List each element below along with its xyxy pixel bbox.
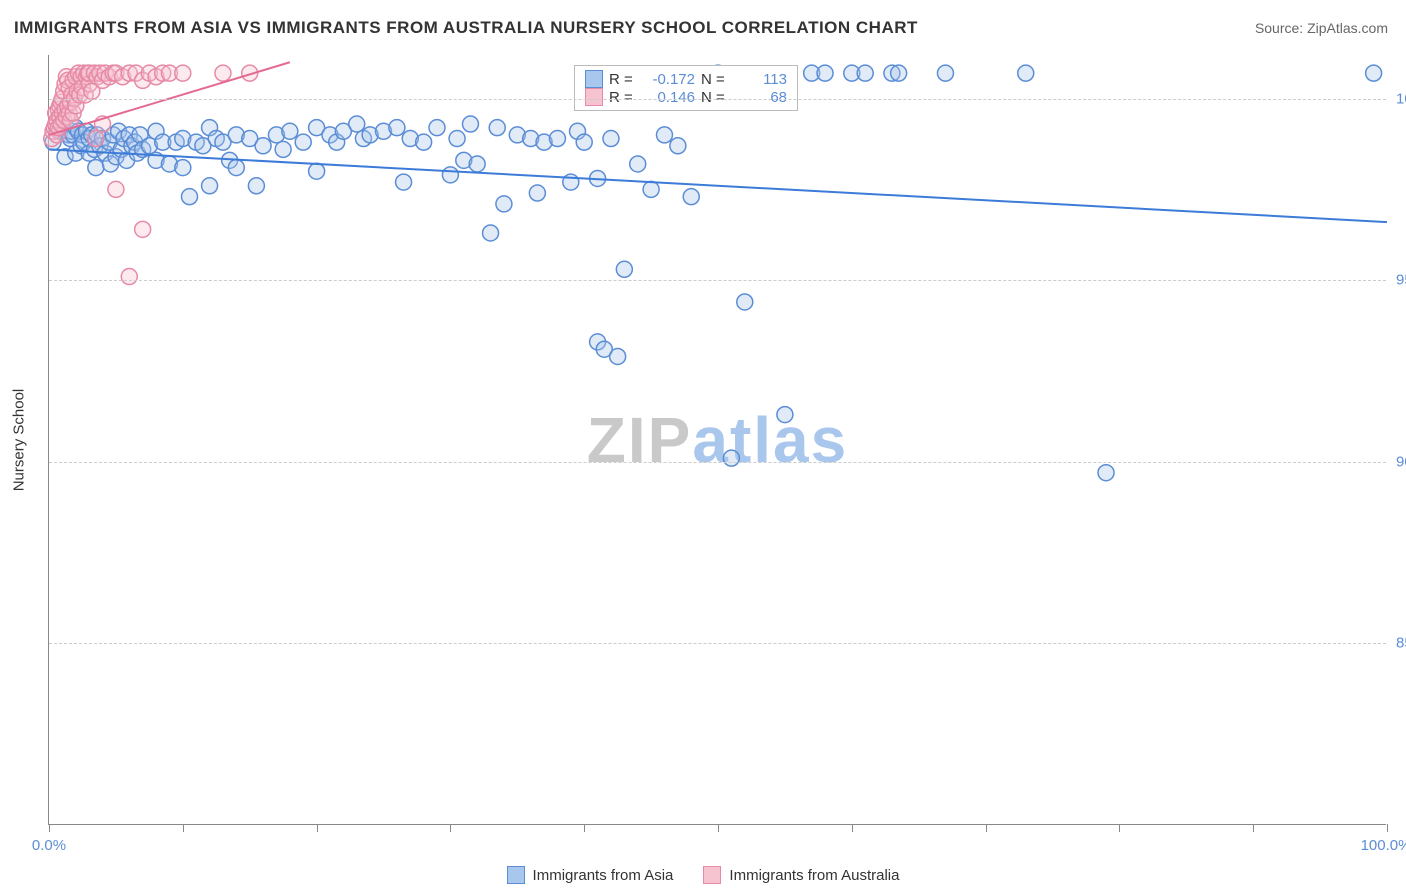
x-tick xyxy=(986,824,987,832)
chart-title: IMMIGRANTS FROM ASIA VS IMMIGRANTS FROM … xyxy=(14,18,918,38)
data-point xyxy=(442,167,458,183)
data-point xyxy=(610,348,626,364)
x-tick xyxy=(183,824,184,832)
x-tick xyxy=(450,824,451,832)
data-point xyxy=(630,156,646,172)
x-tick xyxy=(317,824,318,832)
gridline-horizontal xyxy=(49,462,1386,463)
swatch-series-1 xyxy=(585,70,603,88)
legend-swatch-series-1 xyxy=(507,866,525,884)
gridline-horizontal xyxy=(49,280,1386,281)
stats-row-series-2: R = 0.146 N = 68 xyxy=(585,88,787,106)
data-point xyxy=(549,131,565,147)
data-point xyxy=(683,189,699,205)
stat-r-series-2: 0.146 xyxy=(641,89,695,106)
data-point xyxy=(349,116,365,132)
x-tick xyxy=(1387,824,1388,832)
data-point xyxy=(108,181,124,197)
legend-label-series-2: Immigrants from Australia xyxy=(729,867,899,884)
data-point xyxy=(88,160,104,176)
y-axis-title: Nursery School xyxy=(11,388,28,491)
data-point xyxy=(449,131,465,147)
data-point xyxy=(1098,465,1114,481)
data-point xyxy=(88,131,104,147)
x-tick xyxy=(1119,824,1120,832)
swatch-series-2 xyxy=(585,88,603,106)
data-point xyxy=(937,65,953,81)
x-tick xyxy=(1253,824,1254,832)
x-tick xyxy=(718,824,719,832)
data-point xyxy=(1018,65,1034,81)
data-point xyxy=(396,174,412,190)
data-point xyxy=(469,156,485,172)
y-tick-label: 95.0% xyxy=(1396,272,1406,289)
data-point xyxy=(248,178,264,194)
data-point xyxy=(416,134,432,150)
data-point xyxy=(175,160,191,176)
x-tick xyxy=(852,824,853,832)
data-point xyxy=(489,120,505,136)
data-point xyxy=(857,65,873,81)
legend-label-series-1: Immigrants from Asia xyxy=(533,867,674,884)
data-point xyxy=(462,116,478,132)
data-point xyxy=(723,450,739,466)
y-tick-label: 90.0% xyxy=(1396,453,1406,470)
data-point xyxy=(891,65,907,81)
stat-label-r: R = xyxy=(609,71,635,88)
legend-swatch-series-2 xyxy=(703,866,721,884)
data-point xyxy=(483,225,499,241)
data-point xyxy=(175,65,191,81)
stat-label-n: N = xyxy=(701,89,727,106)
data-point xyxy=(817,65,833,81)
gridline-horizontal xyxy=(49,99,1386,100)
correlation-stats-box: R = -0.172 N = 113 R = 0.146 N = 68 xyxy=(574,65,798,111)
data-point xyxy=(656,127,672,143)
stat-label-n: N = xyxy=(701,71,727,88)
legend-bottom: Immigrants from Asia Immigrants from Aus… xyxy=(0,866,1406,884)
data-point xyxy=(228,160,244,176)
data-point xyxy=(670,138,686,154)
data-point xyxy=(255,138,271,154)
stat-n-series-1: 113 xyxy=(733,71,787,88)
data-point xyxy=(777,407,793,423)
data-point xyxy=(295,134,311,150)
chart-plot-area: ZIPatlas Nursery School R = -0.172 N = 1… xyxy=(48,55,1386,825)
y-tick-label: 85.0% xyxy=(1396,635,1406,652)
data-point xyxy=(181,189,197,205)
x-axis-min-label: 0.0% xyxy=(32,837,66,854)
data-point xyxy=(389,120,405,136)
data-point xyxy=(135,221,151,237)
data-point xyxy=(737,294,753,310)
data-point xyxy=(643,181,659,197)
x-tick xyxy=(49,824,50,832)
stat-label-r: R = xyxy=(609,89,635,106)
data-point xyxy=(576,134,592,150)
stat-r-series-1: -0.172 xyxy=(641,71,695,88)
data-point xyxy=(309,163,325,179)
stat-n-series-2: 68 xyxy=(733,89,787,106)
gridline-horizontal xyxy=(49,643,1386,644)
chart-svg xyxy=(49,55,1386,824)
legend-item-series-1: Immigrants from Asia xyxy=(507,866,674,884)
source-attribution: Source: ZipAtlas.com xyxy=(1255,20,1388,36)
data-point xyxy=(429,120,445,136)
data-point xyxy=(616,261,632,277)
data-point xyxy=(1366,65,1382,81)
y-tick-label: 100.0% xyxy=(1396,90,1406,107)
legend-item-series-2: Immigrants from Australia xyxy=(703,866,899,884)
data-point xyxy=(496,196,512,212)
data-point xyxy=(202,178,218,194)
stats-row-series-1: R = -0.172 N = 113 xyxy=(585,70,787,88)
data-point xyxy=(529,185,545,201)
x-axis-max-label: 100.0% xyxy=(1361,837,1406,854)
data-point xyxy=(215,65,231,81)
data-point xyxy=(121,269,137,285)
x-tick xyxy=(584,824,585,832)
data-point xyxy=(603,131,619,147)
data-point xyxy=(282,123,298,139)
data-point xyxy=(275,141,291,157)
